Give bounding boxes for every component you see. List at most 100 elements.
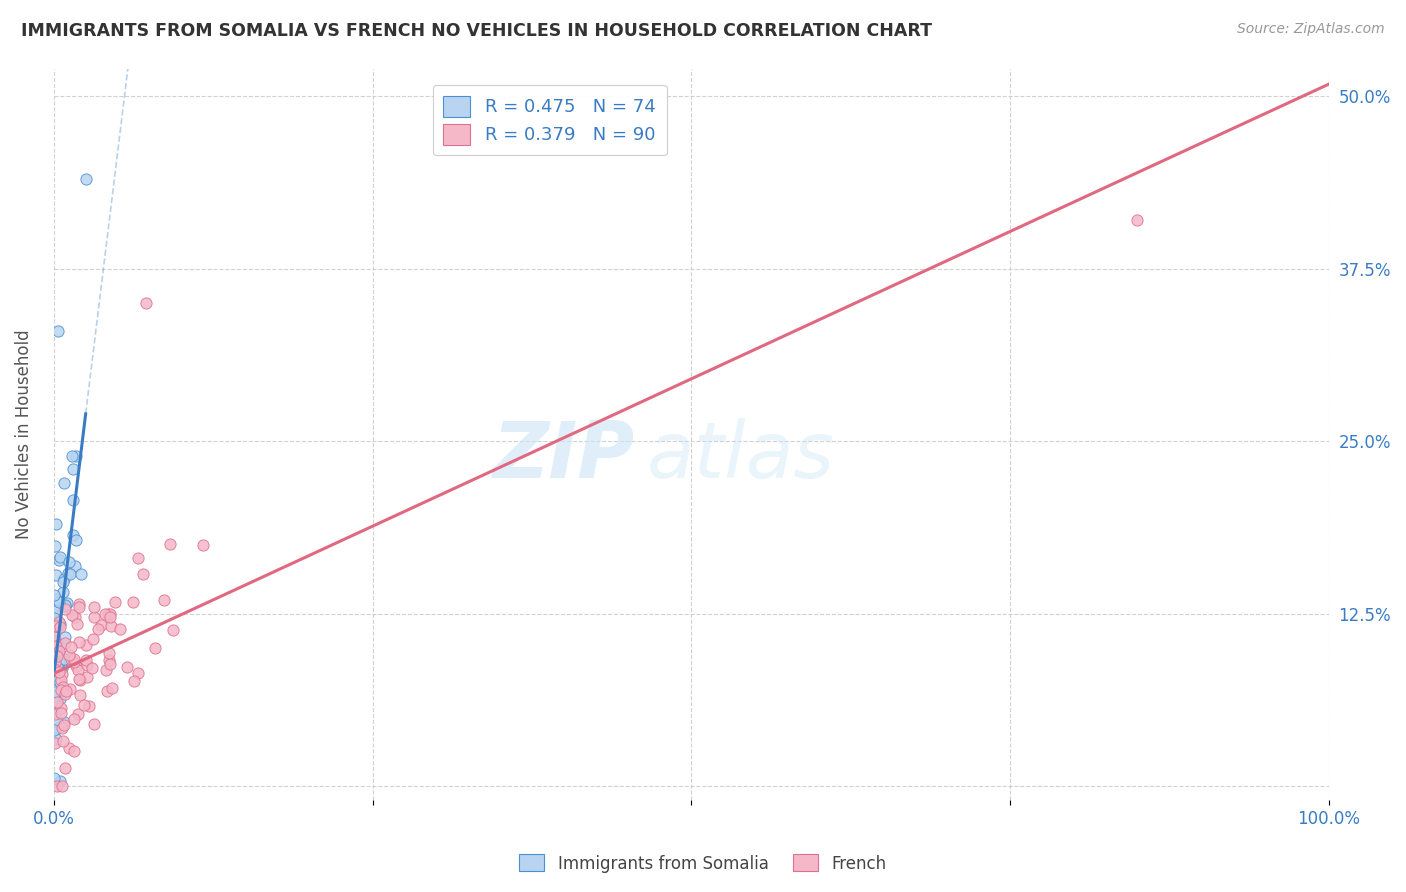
Point [143, 640, 166, 655]
Point [60, 608, 83, 623]
Point [58, 555, 80, 569]
Point [80, 661, 103, 675]
Point [44, 736, 66, 750]
Point [53, 630, 76, 644]
Point [44, 588, 66, 602]
Point [98, 607, 121, 621]
Point [45, 657, 67, 671]
Point [58, 648, 80, 663]
Point [66, 664, 89, 678]
Point [48, 620, 70, 634]
Point [159, 537, 181, 551]
Point [52, 718, 75, 732]
Point [45, 715, 67, 730]
Point [48, 665, 70, 679]
Point [65, 449, 87, 463]
Point [127, 665, 149, 680]
Point [53, 475, 76, 490]
Point [56, 566, 79, 580]
Point [44, 608, 66, 623]
Point [52, 733, 75, 747]
Point [44, 640, 66, 655]
Point [45, 639, 67, 653]
Point [45, 649, 67, 664]
Point [42, 648, 65, 663]
Point [76, 670, 98, 684]
Point [59, 652, 82, 666]
Point [53, 761, 76, 775]
Point [48, 550, 70, 565]
Point [42, 624, 65, 638]
Point [65, 533, 87, 548]
Point [44, 615, 66, 630]
Point [86, 623, 108, 637]
Point [52, 714, 75, 729]
Point [51, 684, 73, 698]
Point [44, 696, 66, 710]
Point [60, 449, 83, 463]
Point [45, 731, 67, 746]
Point [44, 661, 66, 675]
Point [97, 646, 120, 660]
Point [53, 601, 76, 615]
Point [46, 639, 69, 653]
Point [49, 637, 72, 651]
Point [44, 643, 66, 657]
Point [66, 617, 89, 632]
Point [75, 172, 97, 186]
Point [121, 595, 143, 609]
Point [44, 655, 66, 669]
Point [98, 653, 121, 667]
Point [45, 568, 67, 582]
Point [58, 740, 80, 755]
Point [62, 744, 84, 758]
Point [96, 683, 118, 698]
Point [63, 610, 86, 624]
Point [59, 640, 82, 655]
Point [48, 619, 70, 633]
Point [44, 604, 66, 618]
Point [55, 596, 77, 610]
Point [52, 681, 75, 695]
Point [191, 538, 214, 552]
Point [100, 681, 122, 695]
Point [63, 651, 86, 665]
Point [44, 539, 66, 553]
Point [115, 660, 138, 674]
Point [122, 673, 145, 688]
Point [79, 698, 101, 713]
Point [98, 609, 121, 624]
Point [45, 592, 67, 607]
Point [51, 673, 73, 687]
Text: IMMIGRANTS FROM SOMALIA VS FRENCH NO VEHICLES IN HOUSEHOLD CORRELATION CHART: IMMIGRANTS FROM SOMALIA VS FRENCH NO VEH… [21, 22, 932, 40]
Point [53, 598, 76, 612]
Point [48, 553, 70, 567]
Point [49, 682, 72, 697]
Point [44, 705, 66, 719]
Point [69, 673, 91, 687]
Point [53, 572, 76, 586]
Point [103, 595, 125, 609]
Point [135, 296, 157, 310]
Point [44, 611, 66, 625]
Point [67, 673, 90, 687]
Point [82, 632, 104, 646]
Point [49, 774, 72, 789]
Point [46, 324, 69, 338]
Point [53, 599, 76, 613]
Point [51, 660, 73, 674]
Point [53, 635, 76, 649]
Point [153, 593, 176, 607]
Point [45, 640, 67, 654]
Point [51, 667, 73, 681]
Point [90, 618, 112, 632]
Text: atlas: atlas [647, 418, 835, 494]
Point [45, 648, 67, 663]
Point [76, 657, 98, 672]
Point [51, 661, 73, 675]
Point [69, 598, 91, 612]
Point [96, 663, 118, 677]
Point [48, 662, 70, 676]
Point [45, 516, 67, 531]
Point [75, 653, 97, 667]
